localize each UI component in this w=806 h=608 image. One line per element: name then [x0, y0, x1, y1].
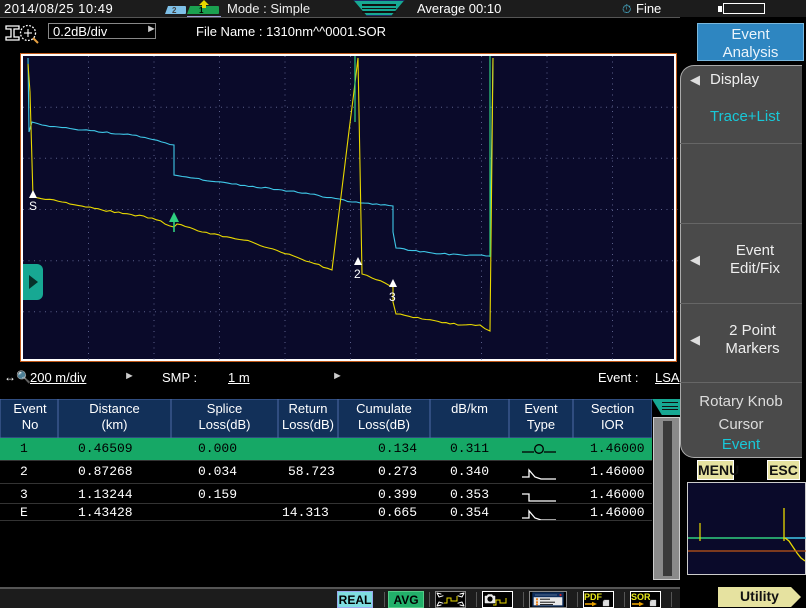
- svg-text:2: 2: [354, 267, 361, 281]
- svg-text:PDF: PDF: [584, 592, 603, 602]
- svg-text:3: 3: [389, 290, 396, 304]
- svg-text:SOR: SOR: [631, 592, 651, 602]
- svg-text:S: S: [29, 199, 37, 213]
